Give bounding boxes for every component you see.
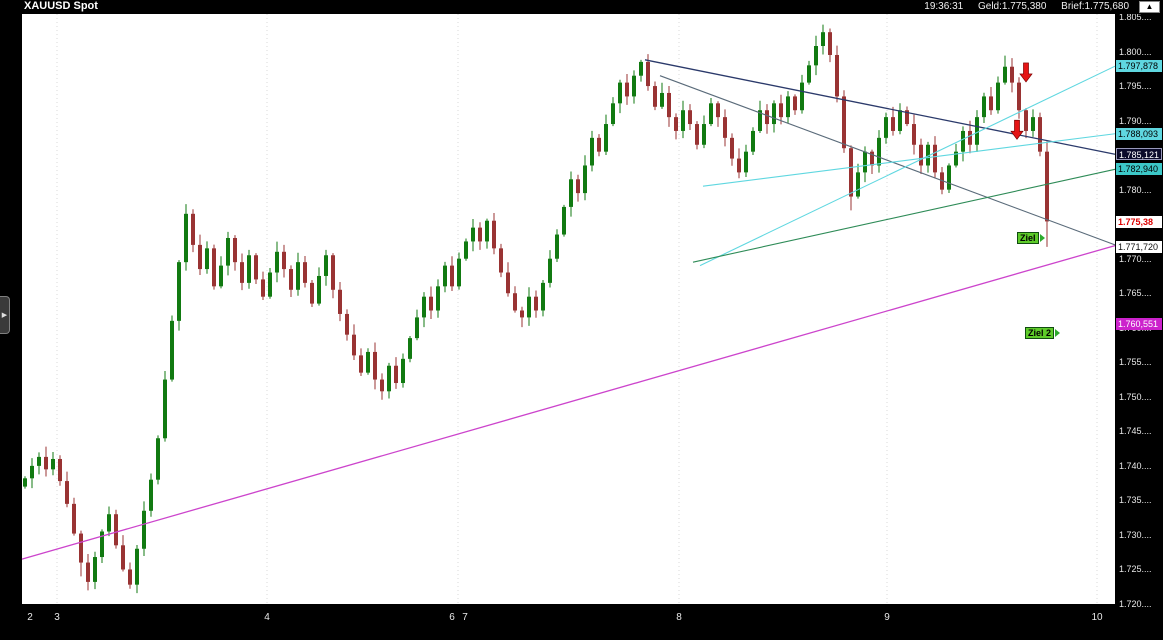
price-axis-label: 1.745....: [1119, 426, 1152, 437]
price-axis-label: 1.735....: [1119, 495, 1152, 506]
price-axis-label: 1.790....: [1119, 115, 1152, 126]
price-axis-label: 1.765....: [1119, 288, 1152, 299]
time-axis-label: 10: [1091, 612, 1103, 623]
price-tag: 1.760,551: [1116, 317, 1162, 330]
trendline-long-term-support-magenta[interactable]: [21, 244, 1116, 560]
scroll-up-button[interactable]: ▲: [1139, 1, 1160, 13]
signal-arrows[interactable]: [1010, 62, 1033, 140]
time-axis[interactable]: 2 3 4 6 7 8 9 10: [0, 604, 1163, 640]
price-axis-label: 1.730....: [1119, 529, 1152, 540]
price-axis-label: 1.720....: [1119, 599, 1152, 609]
time-axis-label: 3: [54, 612, 60, 623]
price-axis-label: 1.740....: [1119, 460, 1152, 471]
price-axis-label: 1.725....: [1119, 564, 1152, 575]
target-label-1[interactable]: Ziel: [1017, 231, 1045, 244]
price-tag: 1.775,38: [1116, 215, 1162, 228]
price-axis-label: 1.780....: [1119, 184, 1152, 195]
time-axis-label: 6: [449, 612, 455, 623]
time-axis-label: 4: [264, 612, 270, 623]
time-axis-label: 7: [462, 612, 468, 623]
chart-plot-area[interactable]: [22, 14, 1115, 604]
price-axis-label: 1.805....: [1119, 12, 1152, 22]
price-axis-label: 1.750....: [1119, 391, 1152, 402]
instrument-title: XAUUSD Spot: [24, 0, 98, 12]
trendline-descending-resistance-navy[interactable]: [644, 59, 1116, 155]
panel-expand-handle[interactable]: ▶: [0, 296, 10, 334]
trendlines[interactable]: [21, 59, 1116, 560]
trendline-ascending-trend-teal[interactable]: [692, 168, 1116, 263]
target-arrow-icon: [1039, 233, 1045, 242]
price-tag: 1.788,093: [1116, 127, 1162, 140]
price-tag: 1.797,878: [1116, 60, 1162, 73]
price-axis-label: 1.770....: [1119, 253, 1152, 264]
price-tag: 1.782,940: [1116, 163, 1162, 176]
trendline-ascending-channel-lower-cyan[interactable]: [702, 133, 1116, 187]
quote-bar: 19:36:31 Geld:1.775,380 Brief:1.775,680: [924, 1, 1129, 12]
price-axis-label: 1.795....: [1119, 81, 1152, 92]
time-axis-label: 9: [884, 612, 890, 623]
bid-quote: Geld:1.775,380: [978, 1, 1047, 12]
quote-time: 19:36:31: [924, 1, 964, 12]
down-arrow-icon[interactable]: [1019, 62, 1033, 83]
target-label-text: Ziel: [1017, 231, 1039, 244]
candlestick-series[interactable]: [23, 24, 1049, 594]
down-arrow-icon[interactable]: [1010, 119, 1024, 140]
price-axis-label: 1.755....: [1119, 357, 1152, 368]
target-label-2[interactable]: Ziel 2: [1025, 326, 1061, 339]
day-gridlines: [56, 14, 1098, 604]
price-tag: 1.771,720: [1116, 240, 1162, 253]
trendline-ascending-channel-upper-cyan[interactable]: [699, 65, 1116, 267]
expand-arrow-icon: ▶: [1, 312, 8, 319]
time-axis-label: 2: [27, 612, 33, 623]
target-label-text: Ziel 2: [1025, 326, 1055, 339]
ask-quote: Brief:1.775,680: [1061, 1, 1129, 12]
trendline-descending-resistance-slate[interactable]: [659, 75, 1116, 246]
price-axis[interactable]: 1.805.... 1.800.... 1.795.... 1.790.... 1.78…: [1115, 0, 1163, 609]
price-tag: 1.785,121: [1116, 148, 1162, 161]
price-axis-label: 1.800....: [1119, 46, 1152, 57]
time-axis-label: 8: [676, 612, 682, 623]
up-arrow-icon: ▲: [1145, 2, 1154, 11]
target-arrow-icon: [1055, 328, 1061, 337]
title-bar: XAUUSD Spot 19:36:31 Geld:1.775,380 Brie…: [0, 0, 1163, 14]
